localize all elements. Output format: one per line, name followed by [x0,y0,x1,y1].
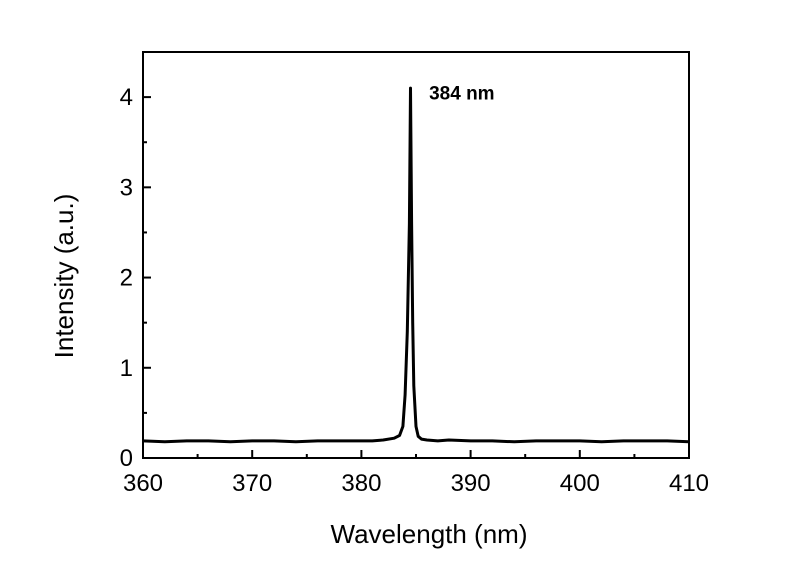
x-tick-label: 380 [341,470,381,497]
y-tick-label: 1 [120,355,133,382]
plot-area: 360 370 380 390 400 410 0 1 2 3 4 [120,51,709,497]
y-axis-title: Intensity (a.u.) [49,194,79,359]
y-tick-label: 0 [120,445,133,472]
y-tick-label: 3 [120,174,133,201]
x-axis-title: Wavelength (nm) [331,519,528,549]
x-tick-label: 400 [560,470,600,497]
series-line [142,86,690,444]
x-tick-label: 410 [669,470,709,497]
x-tick-label: 390 [451,470,491,497]
peak-annotation: 384 nm [429,84,494,105]
plot-frame [142,51,690,459]
y-tick-label: 4 [120,84,133,111]
y-tick-label: 2 [120,265,133,292]
x-tick-label: 370 [232,470,272,497]
x-tick-label: 360 [123,470,163,497]
